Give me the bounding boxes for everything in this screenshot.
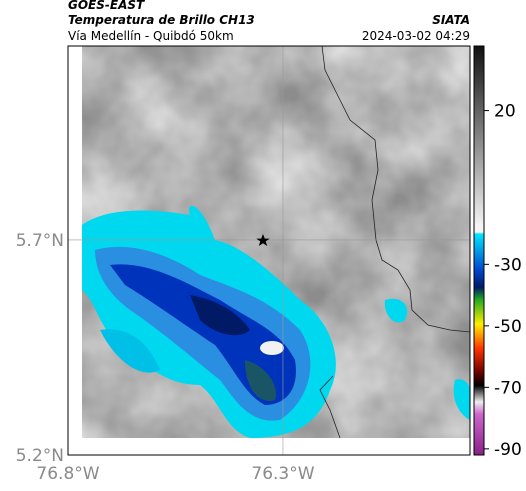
right-caption: 2024-03-02 04:29 (362, 29, 470, 43)
colorbar-tick-label: -90 (494, 440, 522, 460)
border-line (319, 375, 341, 439)
left-subtitle: Temperatura de Brillo CH13 (68, 13, 255, 27)
colorbar-tick-label: 20 (494, 102, 516, 122)
x-tick-label: 76.8°W (36, 464, 99, 484)
colorbar-tick-label: -70 (494, 378, 522, 398)
y-tick-label: 5.2°N (16, 446, 64, 466)
location-marker (256, 234, 270, 246)
left-caption: Vía Medellín - Quibdó 50km (68, 29, 234, 43)
y-tick-label: 5.7°N (16, 231, 64, 251)
satellite-image (82, 46, 470, 438)
x-tick-label: 76.3°W (251, 464, 314, 484)
colorbar (473, 45, 485, 456)
colorbar-tick-label: -30 (494, 255, 522, 275)
map-frame (67, 45, 471, 456)
right-title: SIATA (432, 13, 470, 27)
left-title: GOES-EAST (68, 0, 145, 12)
colorbar-tick-label: -50 (494, 317, 522, 337)
